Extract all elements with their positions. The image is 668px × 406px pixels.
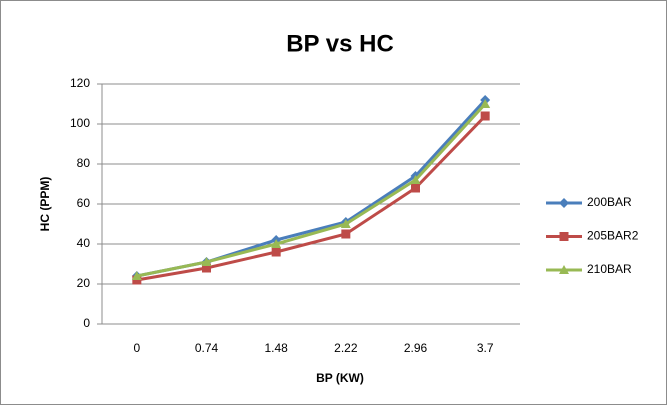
x-tick-label: 0.74	[195, 341, 219, 355]
data-point	[341, 229, 351, 239]
y-tick-label: 120	[70, 76, 90, 90]
data-point	[480, 111, 490, 121]
x-tick-label: 3.7	[477, 341, 494, 355]
y-tick-label: 40	[77, 236, 91, 250]
y-axis-label: HC (PPM)	[38, 177, 52, 232]
x-tick-label: 2.96	[404, 341, 428, 355]
data-point	[202, 263, 211, 273]
y-tick-label: 0	[83, 316, 90, 330]
x-tick-label: 2.22	[334, 341, 358, 355]
y-tick-label: 100	[70, 116, 90, 130]
data-point	[410, 175, 421, 184]
legend-label: 210BAR	[587, 262, 632, 276]
legend-label: 200BAR	[587, 195, 632, 209]
legend-marker	[559, 232, 569, 241]
data-point	[411, 183, 420, 193]
x-axis-label: BP (KW)	[316, 371, 364, 385]
x-tick-label: 1.48	[264, 341, 288, 355]
legend-marker	[559, 265, 569, 274]
data-point	[201, 257, 212, 266]
legend-marker	[559, 198, 569, 208]
y-tick-label: 60	[77, 196, 91, 210]
series-line	[136, 102, 487, 278]
chart-title: BP vs HC	[286, 30, 394, 57]
data-point	[271, 247, 281, 257]
y-tick-label: 20	[77, 276, 91, 290]
series-line	[136, 114, 487, 282]
data-point	[480, 99, 491, 108]
data-point	[271, 239, 282, 248]
data-point	[131, 271, 142, 280]
legend-label: 205BAR2	[587, 229, 639, 243]
data-point	[340, 219, 351, 228]
x-tick-label: 0	[133, 341, 140, 355]
y-tick-label: 80	[77, 156, 91, 170]
